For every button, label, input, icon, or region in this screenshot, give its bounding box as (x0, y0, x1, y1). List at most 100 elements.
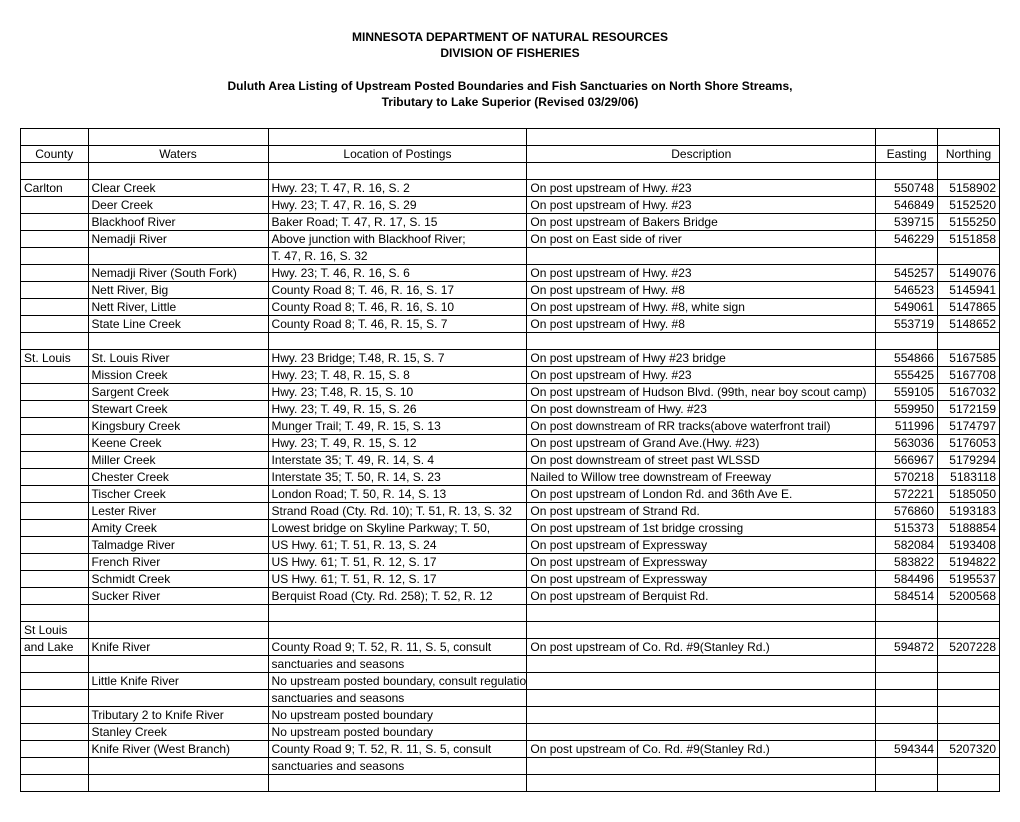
table-cell (21, 554, 89, 571)
table-row: T. 47, R. 16, S. 32 (21, 248, 1000, 265)
table-row: Knife River (West Branch)County Road 9; … (21, 741, 1000, 758)
table-cell: Tischer Creek (88, 486, 268, 503)
table-cell (21, 758, 89, 775)
table-cell: 5185050 (938, 486, 1000, 503)
table-row: Blackhoof RiverBaker Road; T. 47, R. 17,… (21, 214, 1000, 231)
table-cell (268, 333, 527, 350)
table-cell (21, 214, 89, 231)
table-row: sanctuaries and seasons (21, 758, 1000, 775)
table-cell: Munger Trail; T. 49, R. 15, S. 13 (268, 418, 527, 435)
table-cell: Stewart Creek (88, 401, 268, 418)
table-cell (88, 656, 268, 673)
table-cell: 594872 (876, 639, 938, 656)
table-cell: On post upstream of Expressway (527, 571, 876, 588)
table-cell: US Hwy. 61; T. 51, R. 12, S. 17 (268, 571, 527, 588)
header-line-1: MINNESOTA DEPARTMENT OF NATURAL RESOURCE… (20, 30, 1000, 46)
table-cell: sanctuaries and seasons (268, 758, 527, 775)
table-cell (88, 333, 268, 350)
table-row: St Louis (21, 622, 1000, 639)
table-cell (527, 656, 876, 673)
table-cell: Lester River (88, 503, 268, 520)
table-cell (938, 673, 1000, 690)
table-cell: 583822 (876, 554, 938, 571)
table-cell (938, 333, 1000, 350)
table-cell: Hwy. 23; T. 49, R. 15, S. 26 (268, 401, 527, 418)
table-row: Deer CreekHwy. 23; T. 47, R. 16, S. 29On… (21, 197, 1000, 214)
table-row: Nemadji River (South Fork)Hwy. 23; T. 46… (21, 265, 1000, 282)
table-cell: Interstate 35; T. 49, R. 14, S. 4 (268, 452, 527, 469)
table-row: Stewart CreekHwy. 23; T. 49, R. 15, S. 2… (21, 401, 1000, 418)
table-cell: No upstream posted boundary (268, 707, 527, 724)
table-cell (527, 690, 876, 707)
table-cell: Sucker River (88, 588, 268, 605)
table-cell: On post upstream of Expressway (527, 537, 876, 554)
table-cell: St. Louis River (88, 350, 268, 367)
table-cell: 5174797 (938, 418, 1000, 435)
table-cell: 5147865 (938, 299, 1000, 316)
table-row (21, 163, 1000, 180)
table-cell: 545257 (876, 265, 938, 282)
table-cell (21, 724, 89, 741)
table-cell: Hwy. 23; T. 47, R. 16, S. 29 (268, 197, 527, 214)
table-row (21, 333, 1000, 350)
table-cell: Lowest bridge on Skyline Parkway; T. 50, (268, 520, 527, 537)
table-cell: 5167032 (938, 384, 1000, 401)
table-cell: Hwy. 23; T. 48, R. 15, S. 8 (268, 367, 527, 384)
table-row: Sucker RiverBerquist Road (Cty. Rd. 258)… (21, 588, 1000, 605)
table-row: Kingsbury CreekMunger Trail; T. 49, R. 1… (21, 418, 1000, 435)
table-cell: 582084 (876, 537, 938, 554)
table-cell: On post on East side of river (527, 231, 876, 248)
table-cell (21, 418, 89, 435)
table-cell: On post downstream of street past WLSSD (527, 452, 876, 469)
table-cell: 584514 (876, 588, 938, 605)
table-cell: 5151858 (938, 231, 1000, 248)
table-cell: Nailed to Willow tree downstream of Free… (527, 469, 876, 486)
table-row: French RiverUS Hwy. 61; T. 51, R. 12, S.… (21, 554, 1000, 571)
table-cell: 5195537 (938, 571, 1000, 588)
table-cell (938, 707, 1000, 724)
table-cell: T. 47, R. 16, S. 32 (268, 248, 527, 265)
table-cell: On post upstream of Hwy. #23 (527, 197, 876, 214)
table-cell: Nett River, Big (88, 282, 268, 299)
table-cell: 559105 (876, 384, 938, 401)
table-cell (21, 690, 89, 707)
table-cell (21, 282, 89, 299)
table-cell (21, 129, 89, 146)
table-row: Little Knife RiverNo upstream posted bou… (21, 673, 1000, 690)
table-cell: Carlton (21, 180, 89, 197)
table-cell: Hwy. 23 Bridge; T.48, R. 15, S. 7 (268, 350, 527, 367)
column-header-description: Description (527, 146, 876, 163)
table-cell: 546229 (876, 231, 938, 248)
table-cell (21, 265, 89, 282)
table-cell: St. Louis (21, 350, 89, 367)
table-cell (876, 605, 938, 622)
table-cell: On post upstream of Hwy. #8 (527, 316, 876, 333)
table-cell (876, 724, 938, 741)
table-row: Tributary 2 to Knife RiverNo upstream po… (21, 707, 1000, 724)
table-cell: 5152520 (938, 197, 1000, 214)
table-cell: 555425 (876, 367, 938, 384)
column-header-county: County (21, 146, 89, 163)
table-cell (938, 758, 1000, 775)
table-cell: 5148652 (938, 316, 1000, 333)
table-cell: Miller Creek (88, 452, 268, 469)
table-cell: US Hwy. 61; T. 51, R. 13, S. 24 (268, 537, 527, 554)
table-header-row: County Waters Location of Postings Descr… (21, 146, 1000, 163)
table-cell: Above junction with Blackhoof River; (268, 231, 527, 248)
column-header-easting: Easting (876, 146, 938, 163)
table-cell (876, 690, 938, 707)
table-row: Amity CreekLowest bridge on Skyline Park… (21, 520, 1000, 537)
table-row: Miller CreekInterstate 35; T. 49, R. 14,… (21, 452, 1000, 469)
table-cell: County Road 8; T. 46, R. 15, S. 7 (268, 316, 527, 333)
table-cell (88, 758, 268, 775)
table-cell (268, 605, 527, 622)
table-cell: 5188854 (938, 520, 1000, 537)
table-row: Nett River, BigCounty Road 8; T. 46, R. … (21, 282, 1000, 299)
table-row: Talmadge RiverUS Hwy. 61; T. 51, R. 13, … (21, 537, 1000, 554)
table-cell: London Road; T. 50, R. 14, S. 13 (268, 486, 527, 503)
table-cell: 5207320 (938, 741, 1000, 758)
table-cell: 559950 (876, 401, 938, 418)
table-cell (938, 690, 1000, 707)
table-row (21, 129, 1000, 146)
table-cell: On post upstream of Strand Rd. (527, 503, 876, 520)
